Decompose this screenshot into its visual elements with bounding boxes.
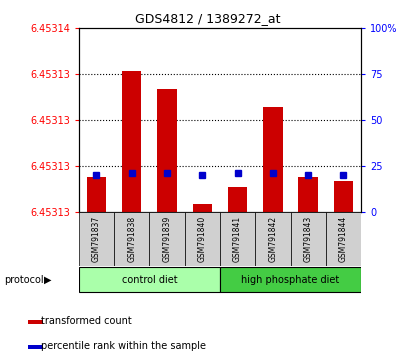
Text: high phosphate diet: high phosphate diet	[242, 275, 339, 285]
Bar	[28, 345, 43, 349]
Text: GSM791838: GSM791838	[127, 216, 136, 262]
Bar	[263, 108, 283, 212]
Text: control diet: control diet	[122, 275, 177, 285]
Bar	[193, 204, 212, 212]
Bar	[79, 267, 220, 292]
Bar	[298, 177, 318, 212]
Text: GSM791840: GSM791840	[198, 216, 207, 262]
Text: transformed count: transformed count	[41, 316, 132, 326]
Text: GSM791842: GSM791842	[269, 216, 277, 262]
Bar	[122, 71, 142, 212]
Text: GSM791844: GSM791844	[339, 216, 348, 262]
Bar	[255, 212, 290, 266]
Bar	[114, 212, 149, 266]
Bar	[326, 212, 361, 266]
Bar	[79, 212, 114, 266]
Text: GDS4812 / 1389272_at: GDS4812 / 1389272_at	[135, 12, 280, 25]
Bar	[157, 89, 177, 212]
Bar	[220, 267, 361, 292]
Text: GSM791843: GSM791843	[304, 216, 312, 262]
Text: GSM791839: GSM791839	[163, 216, 171, 262]
Text: percentile rank within the sample: percentile rank within the sample	[41, 341, 206, 351]
Bar	[185, 212, 220, 266]
Text: GSM791837: GSM791837	[92, 216, 101, 262]
Text: ▶: ▶	[44, 275, 51, 285]
Bar	[220, 212, 255, 266]
Bar	[87, 177, 106, 212]
Bar	[334, 181, 353, 212]
Text: GSM791841: GSM791841	[233, 216, 242, 262]
Bar	[149, 212, 185, 266]
Text: protocol: protocol	[4, 275, 44, 285]
Bar	[28, 320, 43, 324]
Bar	[290, 212, 326, 266]
Bar	[228, 187, 247, 212]
